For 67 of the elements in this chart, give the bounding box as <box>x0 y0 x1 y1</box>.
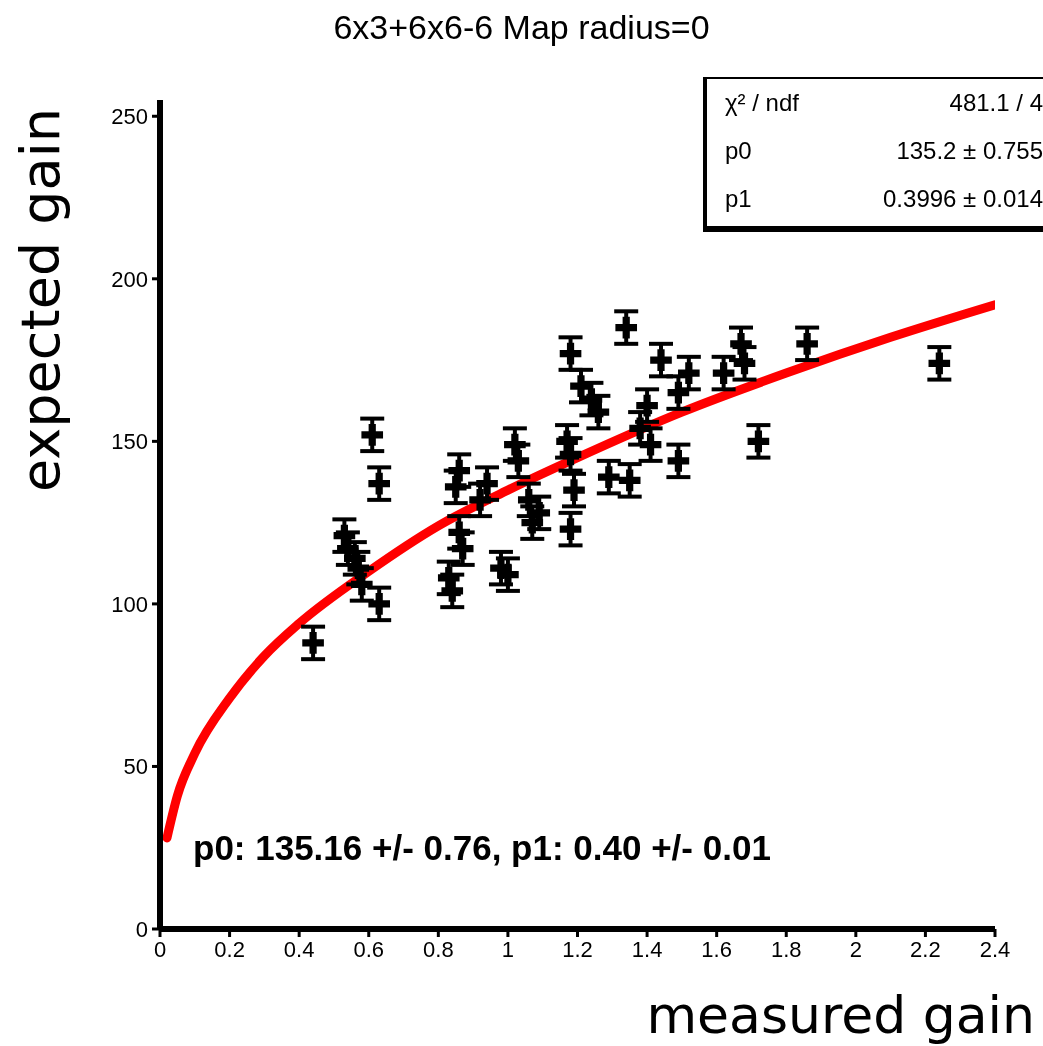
point <box>476 472 498 495</box>
x-tick-label: 0.6 <box>353 936 385 962</box>
annotation: 481.1 / 4 <box>949 89 1043 117</box>
point <box>598 466 620 488</box>
point <box>361 424 384 446</box>
point <box>444 476 467 498</box>
point <box>451 537 474 560</box>
point <box>517 489 540 511</box>
point <box>747 430 770 453</box>
y-tick-label: 50 <box>123 754 148 780</box>
y-tick-label: 150 <box>111 429 148 455</box>
y-axis-title: expected gain <box>8 108 72 492</box>
point <box>636 394 658 417</box>
point <box>504 433 526 456</box>
x-tick-label: 0.2 <box>214 936 245 962</box>
point <box>650 349 672 371</box>
point <box>629 417 651 440</box>
y-tick-label: 0 <box>135 916 148 942</box>
x-tick-label: 1.2 <box>562 936 593 962</box>
point <box>615 316 638 339</box>
x-tick-label: 1.4 <box>631 936 663 962</box>
annotation: 135.2 ± 0.755 <box>896 137 1043 165</box>
x-tick-label: 2 <box>849 936 862 962</box>
point <box>667 450 690 472</box>
point <box>587 401 610 423</box>
point <box>559 443 582 466</box>
y-tick-label: 200 <box>111 266 148 292</box>
point <box>368 593 390 615</box>
annotation: 0.3996 ± 0.014 <box>883 185 1043 213</box>
point <box>441 580 464 602</box>
point <box>507 450 530 472</box>
point <box>497 563 519 586</box>
y-tick-label: 100 <box>111 591 148 617</box>
point <box>618 469 641 492</box>
point <box>796 333 818 355</box>
x-tick-label: 0.8 <box>423 936 454 962</box>
x-tick-label: 2.2 <box>910 936 941 962</box>
point <box>580 388 603 410</box>
chart-title: 6x3+6x6-6 Map radius=0 <box>332 8 711 47</box>
point <box>570 375 592 397</box>
annotation: χ² / ndf <box>725 89 799 117</box>
annotation: p0: 135.16 +/- 0.76, p1: 0.40 +/- 0.01 <box>193 828 771 868</box>
point <box>678 362 700 384</box>
y-tick-label: 250 <box>111 104 148 130</box>
point <box>563 479 585 501</box>
point <box>730 333 752 355</box>
x-tick-label: 0 <box>153 936 167 962</box>
x-tick-label: 2.4 <box>979 936 1011 962</box>
point <box>712 362 735 384</box>
x-tick-label: 1 <box>501 936 515 962</box>
point <box>350 573 373 596</box>
point <box>559 518 582 540</box>
point <box>639 433 662 456</box>
point <box>302 632 324 654</box>
point <box>469 489 491 511</box>
x-axis-title: measured gain <box>646 985 1035 1045</box>
point <box>559 342 582 365</box>
point <box>448 459 471 482</box>
x-tick-label: 1.6 <box>701 936 732 962</box>
point <box>368 472 390 495</box>
point <box>667 381 690 404</box>
annotation: p1 <box>725 185 752 213</box>
annotation: p0 <box>725 137 752 165</box>
point <box>733 352 756 375</box>
point <box>928 352 951 375</box>
x-tick-label: 1.8 <box>770 936 802 962</box>
x-tick-label: 0.4 <box>283 936 315 962</box>
